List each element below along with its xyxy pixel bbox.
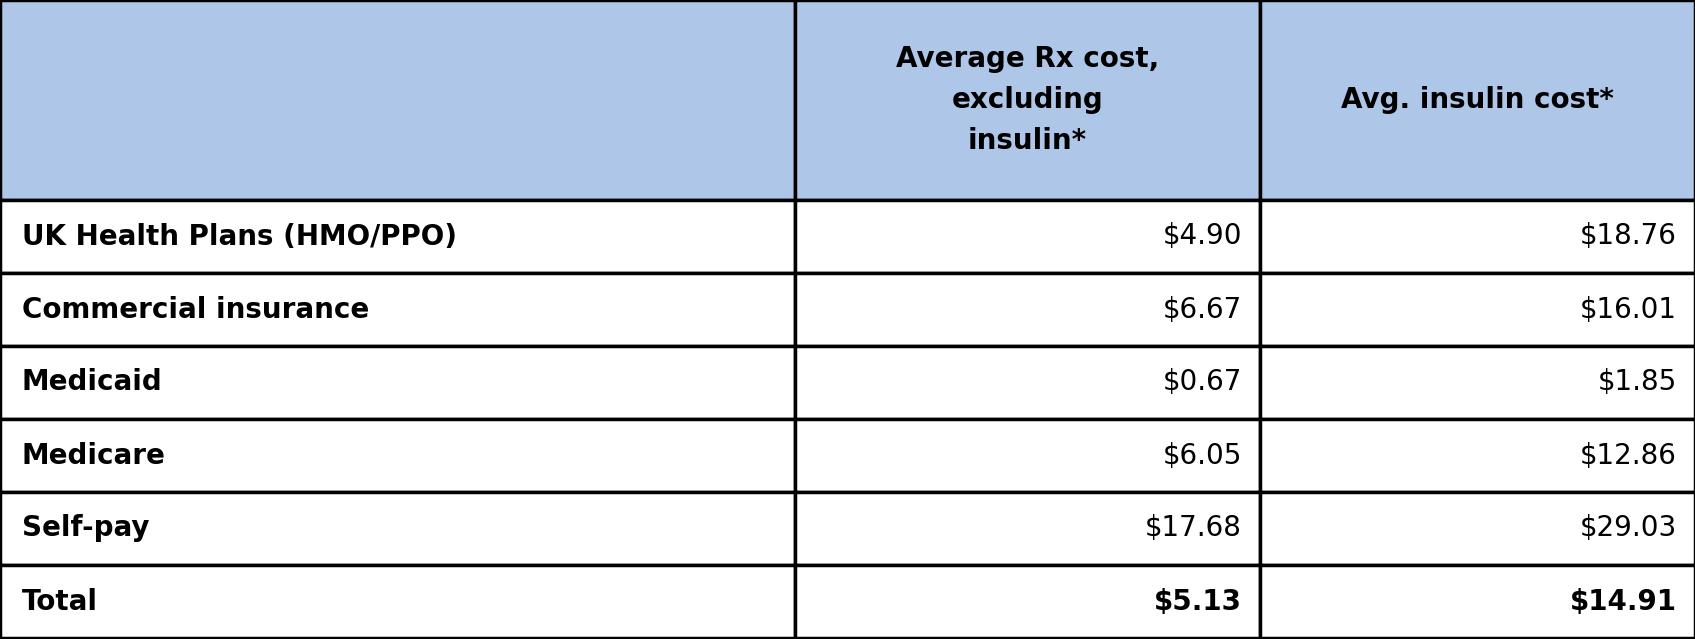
Bar bbox=[795, 565, 1259, 638]
Text: $17.68: $17.68 bbox=[1146, 514, 1242, 543]
Bar bbox=[795, 419, 1259, 492]
Bar bbox=[0, 565, 795, 638]
Bar bbox=[1259, 273, 1695, 346]
Text: $6.67: $6.67 bbox=[1163, 295, 1242, 323]
Text: Self-pay: Self-pay bbox=[22, 514, 149, 543]
Bar bbox=[1259, 565, 1695, 638]
Bar bbox=[0, 0, 795, 200]
Text: $4.90: $4.90 bbox=[1163, 222, 1242, 250]
Text: Commercial insurance: Commercial insurance bbox=[22, 295, 370, 323]
Bar bbox=[1259, 200, 1695, 273]
Text: $12.86: $12.86 bbox=[1580, 442, 1676, 470]
Bar bbox=[0, 492, 795, 565]
Text: $14.91: $14.91 bbox=[1570, 587, 1676, 615]
Text: $0.67: $0.67 bbox=[1163, 369, 1242, 397]
Bar bbox=[1259, 419, 1695, 492]
Bar bbox=[795, 200, 1259, 273]
Bar bbox=[0, 273, 795, 346]
Text: Medicaid: Medicaid bbox=[22, 369, 163, 397]
Bar bbox=[1259, 492, 1695, 565]
Text: $6.05: $6.05 bbox=[1163, 442, 1242, 470]
Bar bbox=[795, 492, 1259, 565]
Text: $18.76: $18.76 bbox=[1580, 222, 1676, 250]
Text: $16.01: $16.01 bbox=[1580, 295, 1676, 323]
Bar bbox=[0, 346, 795, 419]
Text: UK Health Plans (HMO/PPO): UK Health Plans (HMO/PPO) bbox=[22, 222, 458, 250]
Text: $5.13: $5.13 bbox=[1154, 587, 1242, 615]
Bar bbox=[0, 200, 795, 273]
Text: Average Rx cost,
excluding
insulin*: Average Rx cost, excluding insulin* bbox=[897, 45, 1159, 155]
Bar bbox=[795, 273, 1259, 346]
Text: Total: Total bbox=[22, 587, 98, 615]
Bar bbox=[1259, 0, 1695, 200]
Bar bbox=[795, 0, 1259, 200]
Text: $1.85: $1.85 bbox=[1598, 369, 1676, 397]
Bar bbox=[795, 346, 1259, 419]
Text: Avg. insulin cost*: Avg. insulin cost* bbox=[1341, 86, 1614, 114]
Text: Medicare: Medicare bbox=[22, 442, 166, 470]
Bar bbox=[1259, 346, 1695, 419]
Bar bbox=[0, 419, 795, 492]
Text: $29.03: $29.03 bbox=[1580, 514, 1676, 543]
